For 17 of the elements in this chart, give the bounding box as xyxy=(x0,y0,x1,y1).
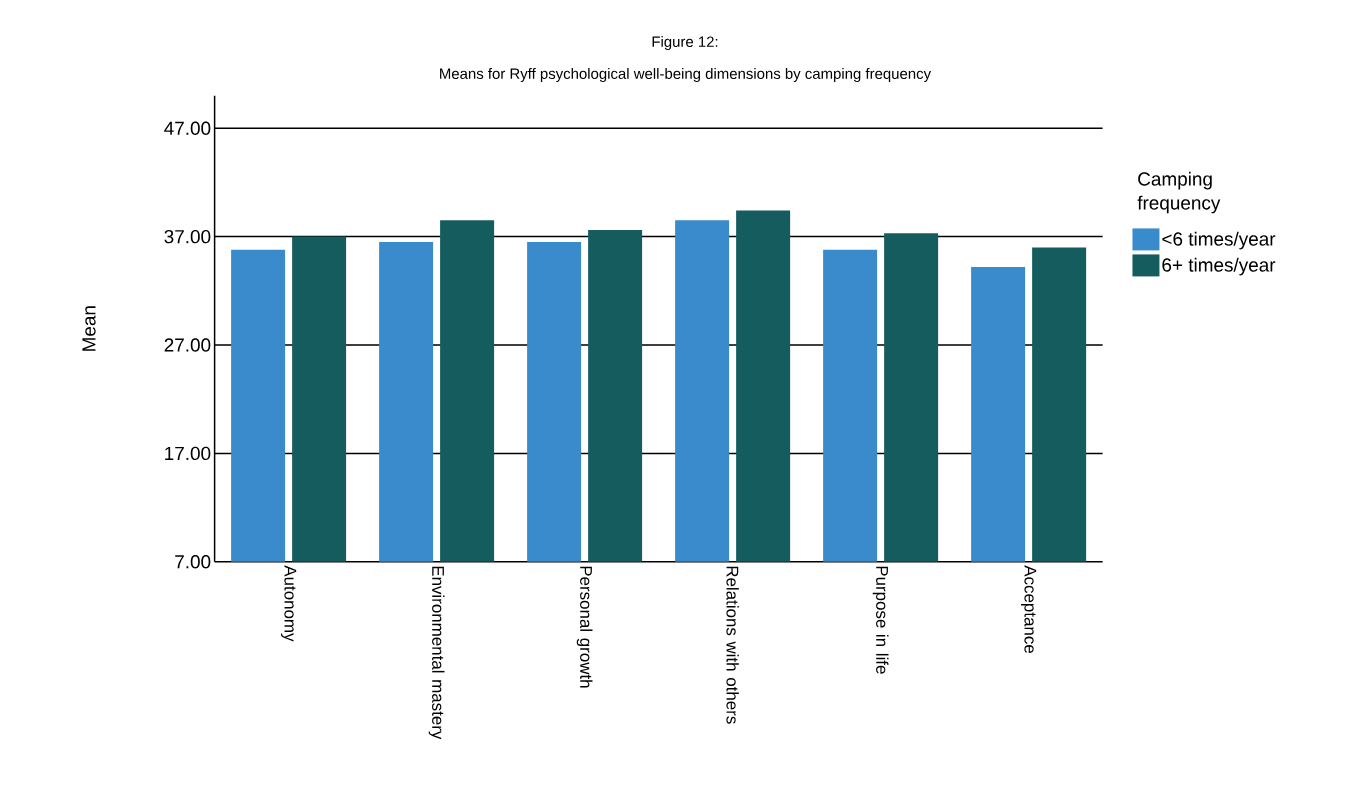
legend-label: 6+ times/year xyxy=(1162,257,1276,276)
y-tick-label: 37.00 xyxy=(164,229,211,244)
x-tick-label: Environmental mastery xyxy=(428,566,445,740)
y-tick-label: 27.00 xyxy=(164,338,211,352)
y-tick-label: 7.00 xyxy=(175,555,211,569)
legend-title: Camping frequency xyxy=(1137,171,1221,214)
legend-label: <6 times/year xyxy=(1162,231,1276,250)
x-tick-label: Autonomy xyxy=(281,565,297,642)
chart-subtitle: Means for Ryff psychological well-being dimensions by camping frequency xyxy=(440,68,932,82)
chart-title: Figure 12: xyxy=(652,36,718,50)
x-tick-label: Relations with others xyxy=(726,566,739,724)
y-axis-title: Mean xyxy=(82,306,96,351)
x-tick-label: Personal growth xyxy=(576,566,593,688)
x-tick-label: Purpose in life xyxy=(872,566,889,674)
x-tick-label: Acceptance xyxy=(1021,565,1037,654)
y-tick-label: 47.00 xyxy=(164,121,211,135)
y-tick-label: 17.00 xyxy=(165,446,211,461)
